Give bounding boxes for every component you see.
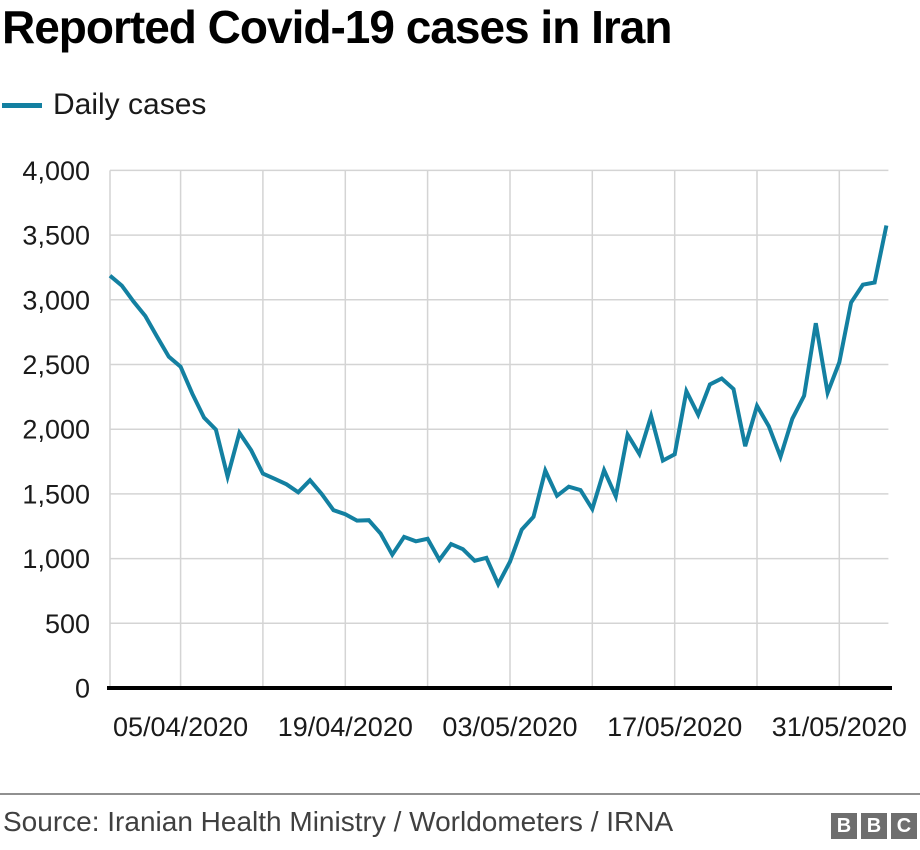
gridlines [109,169,889,688]
svg-text:31/05/2020: 31/05/2020 [772,712,907,742]
svg-text:1,000: 1,000 [22,544,90,574]
svg-text:500: 500 [45,609,90,639]
axis-tick-labels: 0 500 1,000 1,500 2,000 2,500 3,000 3,500 4,000 0… [22,156,906,742]
bbc-logo-block-c: C [891,813,917,839]
svg-text:4,000: 4,000 [22,156,90,186]
legend-label: Daily cases [53,88,207,121]
svg-text:2,000: 2,000 [22,415,90,445]
daily-cases-line [108,225,889,589]
svg-text:19/04/2020: 19/04/2020 [278,712,413,742]
svg-text:3,500: 3,500 [22,221,90,251]
source-text: Source: Iranian Health Ministry / Worldo… [3,806,674,837]
line-chart-plot: 0 500 1,000 1,500 2,000 2,500 3,000 3,500 4,000 0… [22,156,906,742]
svg-text:03/05/2020: 03/05/2020 [442,712,577,742]
legend-line-swatch [2,102,42,108]
svg-text:0: 0 [75,674,90,704]
svg-text:05/04/2020: 05/04/2020 [113,712,248,742]
svg-text:3,000: 3,000 [22,285,90,315]
footer-divider [0,793,920,795]
chart-title: Reported Covid-19 cases in Iran [2,1,672,53]
bbc-logo-block-b1: B [831,813,857,839]
svg-text:17/05/2020: 17/05/2020 [607,712,742,742]
legend: Daily cases [2,86,206,124]
bbc-logo: B B C [831,813,917,839]
svg-text:2,500: 2,500 [22,350,90,380]
bbc-logo-block-b2: B [861,813,887,839]
svg-text:1,500: 1,500 [22,479,90,509]
